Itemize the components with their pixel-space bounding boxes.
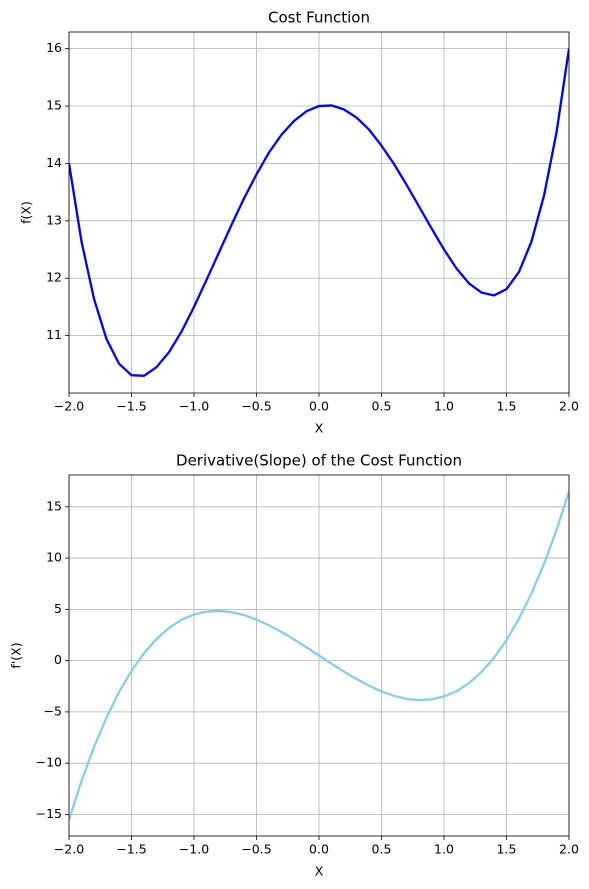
- curve: [69, 491, 569, 820]
- x-tick-label: −1.5: [116, 842, 146, 857]
- chart-title: Cost Function: [268, 9, 370, 27]
- x-tick-label: −2.0: [54, 399, 84, 414]
- y-tick-label: 14: [46, 155, 62, 170]
- x-tick-label: 1.5: [497, 842, 517, 857]
- x-tick-label: 1.0: [434, 399, 454, 414]
- x-tick-label: 0.5: [372, 399, 392, 414]
- y-tick-label: 12: [46, 270, 62, 285]
- x-tick-label: −1.0: [179, 842, 209, 857]
- x-tick-label: −0.5: [241, 399, 271, 414]
- y-tick-label: 13: [46, 212, 62, 227]
- chart-title: Derivative(Slope) of the Cost Function: [176, 452, 462, 470]
- x-tick-label: 0.0: [309, 399, 329, 414]
- x-tick-label: −1.5: [116, 399, 146, 414]
- y-tick-label: 15: [46, 98, 62, 113]
- x-tick-label: 0.0: [309, 842, 329, 857]
- y-tick-label: 15: [46, 498, 62, 513]
- y-axis-label: f'(X): [9, 642, 24, 668]
- x-tick-label: −1.0: [179, 399, 209, 414]
- axes-frame: [68, 474, 570, 837]
- x-tick-label: 2.0: [559, 399, 579, 414]
- x-tick-label: 1.5: [497, 399, 517, 414]
- y-tick-label: 5: [54, 601, 62, 616]
- curve: [69, 48, 569, 377]
- y-tick-label: 11: [46, 327, 62, 342]
- y-tick-label: −10: [36, 755, 62, 770]
- y-tick-label: 0: [54, 652, 62, 667]
- y-tick-label: −15: [36, 806, 62, 821]
- y-tick-label: −5: [44, 703, 62, 718]
- axes-frame: [68, 31, 570, 394]
- x-axis-label: X: [315, 421, 324, 436]
- x-tick-label: 2.0: [559, 842, 579, 857]
- x-tick-label: −0.5: [241, 842, 271, 857]
- y-axis-label: f(X): [19, 201, 34, 224]
- y-tick-label: 10: [46, 550, 62, 565]
- x-axis-label: X: [315, 864, 324, 879]
- x-tick-label: 1.0: [434, 842, 454, 857]
- x-tick-label: 0.5: [372, 842, 392, 857]
- x-tick-label: −2.0: [54, 842, 84, 857]
- y-tick-label: 16: [46, 40, 62, 55]
